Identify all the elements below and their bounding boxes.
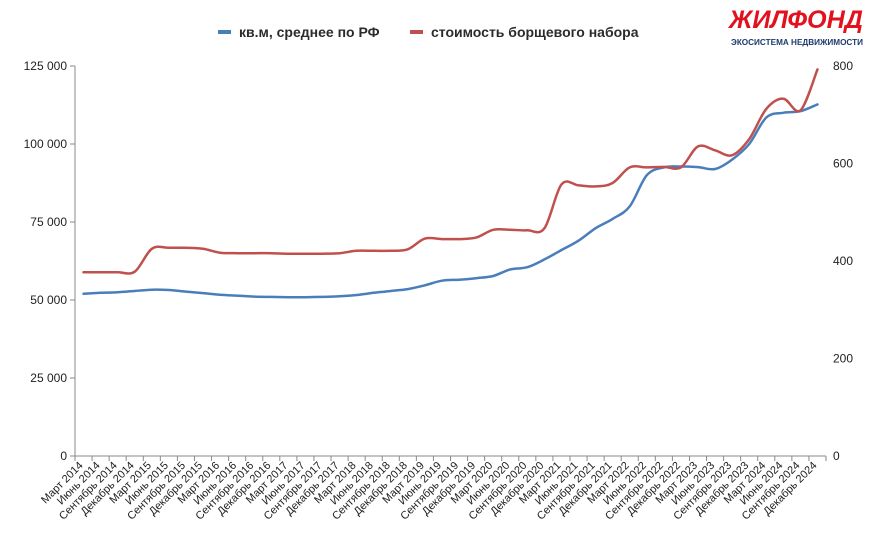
y-axis-right: 0 200 400 600 800 <box>833 59 853 463</box>
brand-logo: ЖИЛФОНД ЭКОСИСТЕМА НЕДВИЖИМОСТИ <box>727 6 863 47</box>
y-left-tick-label: 0 <box>60 449 67 463</box>
series-line-1 <box>82 103 819 299</box>
y-left-tick-label: 100 000 <box>24 137 68 151</box>
legend-label-series-1: кв.м, среднее по РФ <box>239 24 380 40</box>
brand-tagline: ЭКОСИСТЕМА НЕДВИЖИМОСТИ <box>731 38 863 47</box>
y-left-tick-label: 50 000 <box>30 293 67 307</box>
y-right-tick-label: 200 <box>833 352 853 366</box>
legend: кв.м, среднее по РФ стоимость борщевого … <box>218 24 639 40</box>
legend-label-series-2: стоимость борщевого набора <box>431 24 639 40</box>
y-left-tick-label: 125 000 <box>24 59 68 73</box>
y-right-tick-label: 400 <box>833 254 853 268</box>
series-line-2 <box>82 68 819 275</box>
y-right-tick-label: 600 <box>833 157 853 171</box>
brand-name: ЖИЛФОНД <box>727 6 863 34</box>
plot-area <box>82 68 819 299</box>
y-axis-left: 0 25 000 50 000 75 000 100 000 125 000 <box>24 59 75 463</box>
y-right-tick-label: 0 <box>833 449 840 463</box>
y-left-tick-label: 75 000 <box>30 215 67 229</box>
y-right-tick-label: 800 <box>833 59 853 73</box>
y-left-tick-label: 25 000 <box>30 371 67 385</box>
